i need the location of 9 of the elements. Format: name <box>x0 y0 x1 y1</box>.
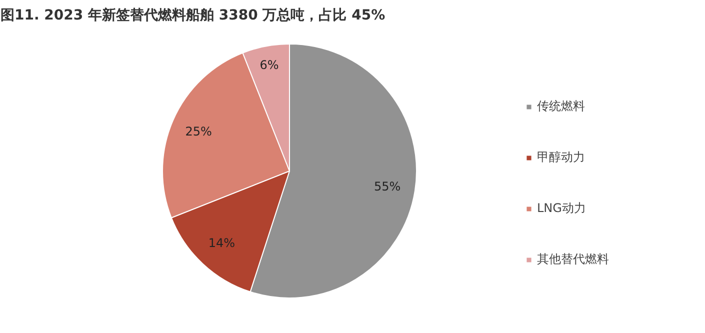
data-label: 6% <box>260 58 279 72</box>
data-label: 55% <box>374 179 401 194</box>
legend-label: LNG动力 <box>537 200 586 217</box>
data-label: 14% <box>208 236 236 250</box>
chart-title: 图11. 2023 年新签替代燃料船舶 3380 万总吨，占比 45% <box>0 6 386 24</box>
legend-label: 其他替代燃料 <box>537 251 609 268</box>
legend-label: 传统燃料 <box>537 98 585 115</box>
data-label: 25% <box>185 124 212 139</box>
legend-label: 甲醇动力 <box>537 149 585 166</box>
